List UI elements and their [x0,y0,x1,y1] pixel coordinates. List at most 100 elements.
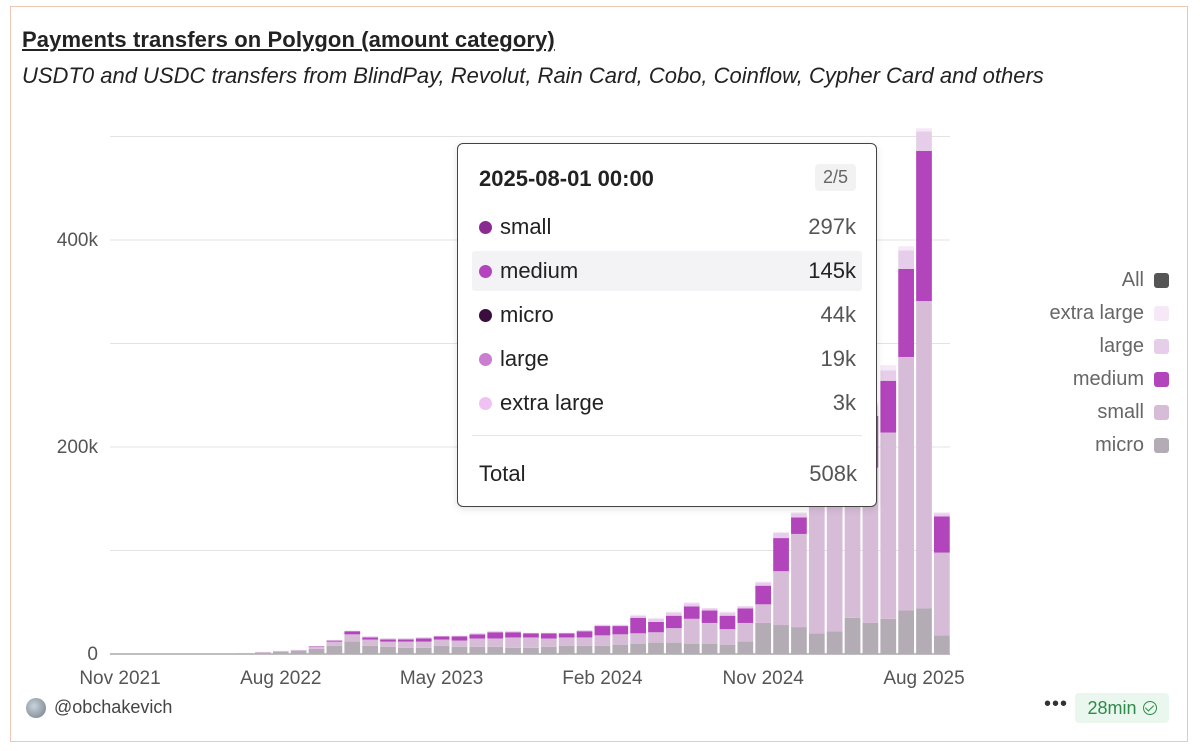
bar-segment-medium[interactable] [666,615,682,629]
bar-segment-small[interactable] [487,638,504,647]
bar-segment-small[interactable] [380,641,396,647]
bar-segment-medium[interactable] [505,632,521,638]
bar-segment-extra-large[interactable] [934,512,950,514]
bar-segment-medium[interactable] [558,633,575,638]
bar-segment-micro[interactable] [415,647,432,654]
bar-segment-large[interactable] [558,632,575,634]
bar-segment-large[interactable] [630,615,646,618]
bar-segment-large[interactable] [880,370,897,381]
bar-segment-micro[interactable] [773,625,789,654]
bars[interactable] [237,128,950,654]
bar-segment-micro[interactable] [737,641,754,654]
bar-segment-medium[interactable] [916,150,932,302]
legend-item-large[interactable]: large [1050,330,1169,363]
refresh-status-badge[interactable]: 28min [1075,693,1169,723]
bar-segment-medium[interactable] [380,639,396,642]
bar-segment-small[interactable] [683,618,700,644]
bar-segment-small[interactable] [255,651,271,653]
bar-segment-large[interactable] [683,603,700,607]
bar-segment-large[interactable] [719,612,736,616]
author[interactable]: @obchakevich [26,697,172,718]
bar-segment-large[interactable] [916,131,932,151]
bar-segment-small[interactable] [523,637,539,648]
bar-segment-large[interactable] [737,606,754,609]
bar-segment-medium[interactable] [451,636,468,641]
bar-segment-small[interactable] [808,488,825,634]
bar-segment-extra-large[interactable] [773,531,789,533]
bar-segment-medium[interactable] [719,615,736,630]
bar-segment-micro[interactable] [237,653,253,654]
bar-segment-extra-large[interactable] [666,611,682,613]
bar-segment-extra-large[interactable] [701,607,718,609]
bar-segment-micro[interactable] [683,643,700,654]
bar-segment-extra-large[interactable] [415,636,432,638]
bar-segment-small[interactable] [308,646,325,649]
bar-segment-small[interactable] [701,622,718,644]
bar-segment-large[interactable] [934,513,950,517]
bar-segment-medium[interactable] [898,268,914,357]
bar-segment-micro[interactable] [862,622,879,654]
legend-item-all[interactable]: All [1050,264,1169,297]
legend-item-micro[interactable]: micro [1050,429,1169,462]
tooltip-page-indicator[interactable]: 2/5 [814,164,856,191]
bar-segment-micro[interactable] [290,650,307,654]
bar-segment-small[interactable] [791,533,807,628]
bar-segment-micro[interactable] [344,641,361,654]
bar-segment-medium[interactable] [469,634,486,639]
bar-segment-medium[interactable] [415,638,432,642]
bar-segment-micro[interactable] [469,646,486,654]
bar-segment-large[interactable] [344,630,361,632]
bar-segment-micro[interactable] [719,644,736,654]
bar-segment-extra-large[interactable] [737,605,754,607]
bar-segment-micro[interactable] [308,648,325,654]
bar-segment-medium[interactable] [791,517,807,534]
bar-segment-small[interactable] [469,638,486,647]
bar-segment-micro[interactable] [326,645,343,654]
bar-segment-micro[interactable] [844,617,861,654]
bar-segment-small[interactable] [272,650,289,652]
bar-segment-medium[interactable] [612,626,629,635]
bar-segment-micro[interactable] [594,645,611,654]
bar-segment-extra-large[interactable] [719,611,736,613]
bar-segment-large[interactable] [380,638,396,640]
bar-segment-extra-large[interactable] [380,637,396,639]
bar-segment-medium[interactable] [308,646,325,647]
bar-segment-extra-large[interactable] [487,630,504,632]
bar-segment-small[interactable] [237,652,253,654]
bar-segment-small[interactable] [290,649,307,651]
bar-segment-micro[interactable] [916,608,932,654]
bar-segment-large[interactable] [898,250,914,269]
bar-segment-small[interactable] [576,637,593,646]
bar-segment-micro[interactable] [540,646,557,654]
bar-segment-large[interactable] [755,582,772,586]
bar-segment-extra-large[interactable] [648,617,664,619]
bar-segment-micro[interactable] [898,610,914,654]
bar-segment-small[interactable] [898,356,914,611]
bar-segment-extra-large[interactable] [398,637,414,639]
bar-segment-micro[interactable] [880,618,897,654]
bar-segment-micro[interactable] [505,647,521,654]
bar-segment-extra-large[interactable] [916,128,932,132]
bar-segment-small[interactable] [826,475,843,632]
bar-segment-extra-large[interactable] [451,635,468,636]
legend-item-medium[interactable]: medium [1050,363,1169,396]
bar-segment-medium[interactable] [398,639,414,642]
bar-segment-small[interactable] [666,628,682,643]
bar-segment-large[interactable] [487,631,504,633]
bar-segment-small[interactable] [755,604,772,623]
bar-segment-small[interactable] [737,622,754,642]
bar-segment-large[interactable] [451,635,468,637]
bar-segment-micro[interactable] [630,643,646,654]
bar-segment-micro[interactable] [380,646,396,654]
legend-item-small[interactable]: small [1050,396,1169,429]
bar-segment-large[interactable] [701,608,718,611]
bar-segment-micro[interactable] [451,646,468,654]
bar-segment-extra-large[interactable] [755,581,772,583]
bar-segment-micro[interactable] [648,642,664,654]
bar-segment-micro[interactable] [487,646,504,654]
bar-segment-medium[interactable] [540,633,557,639]
bar-segment-small[interactable] [612,634,629,645]
bar-segment-micro[interactable] [934,635,950,654]
bar-segment-large[interactable] [612,625,629,627]
bar-segment-small[interactable] [558,637,575,646]
